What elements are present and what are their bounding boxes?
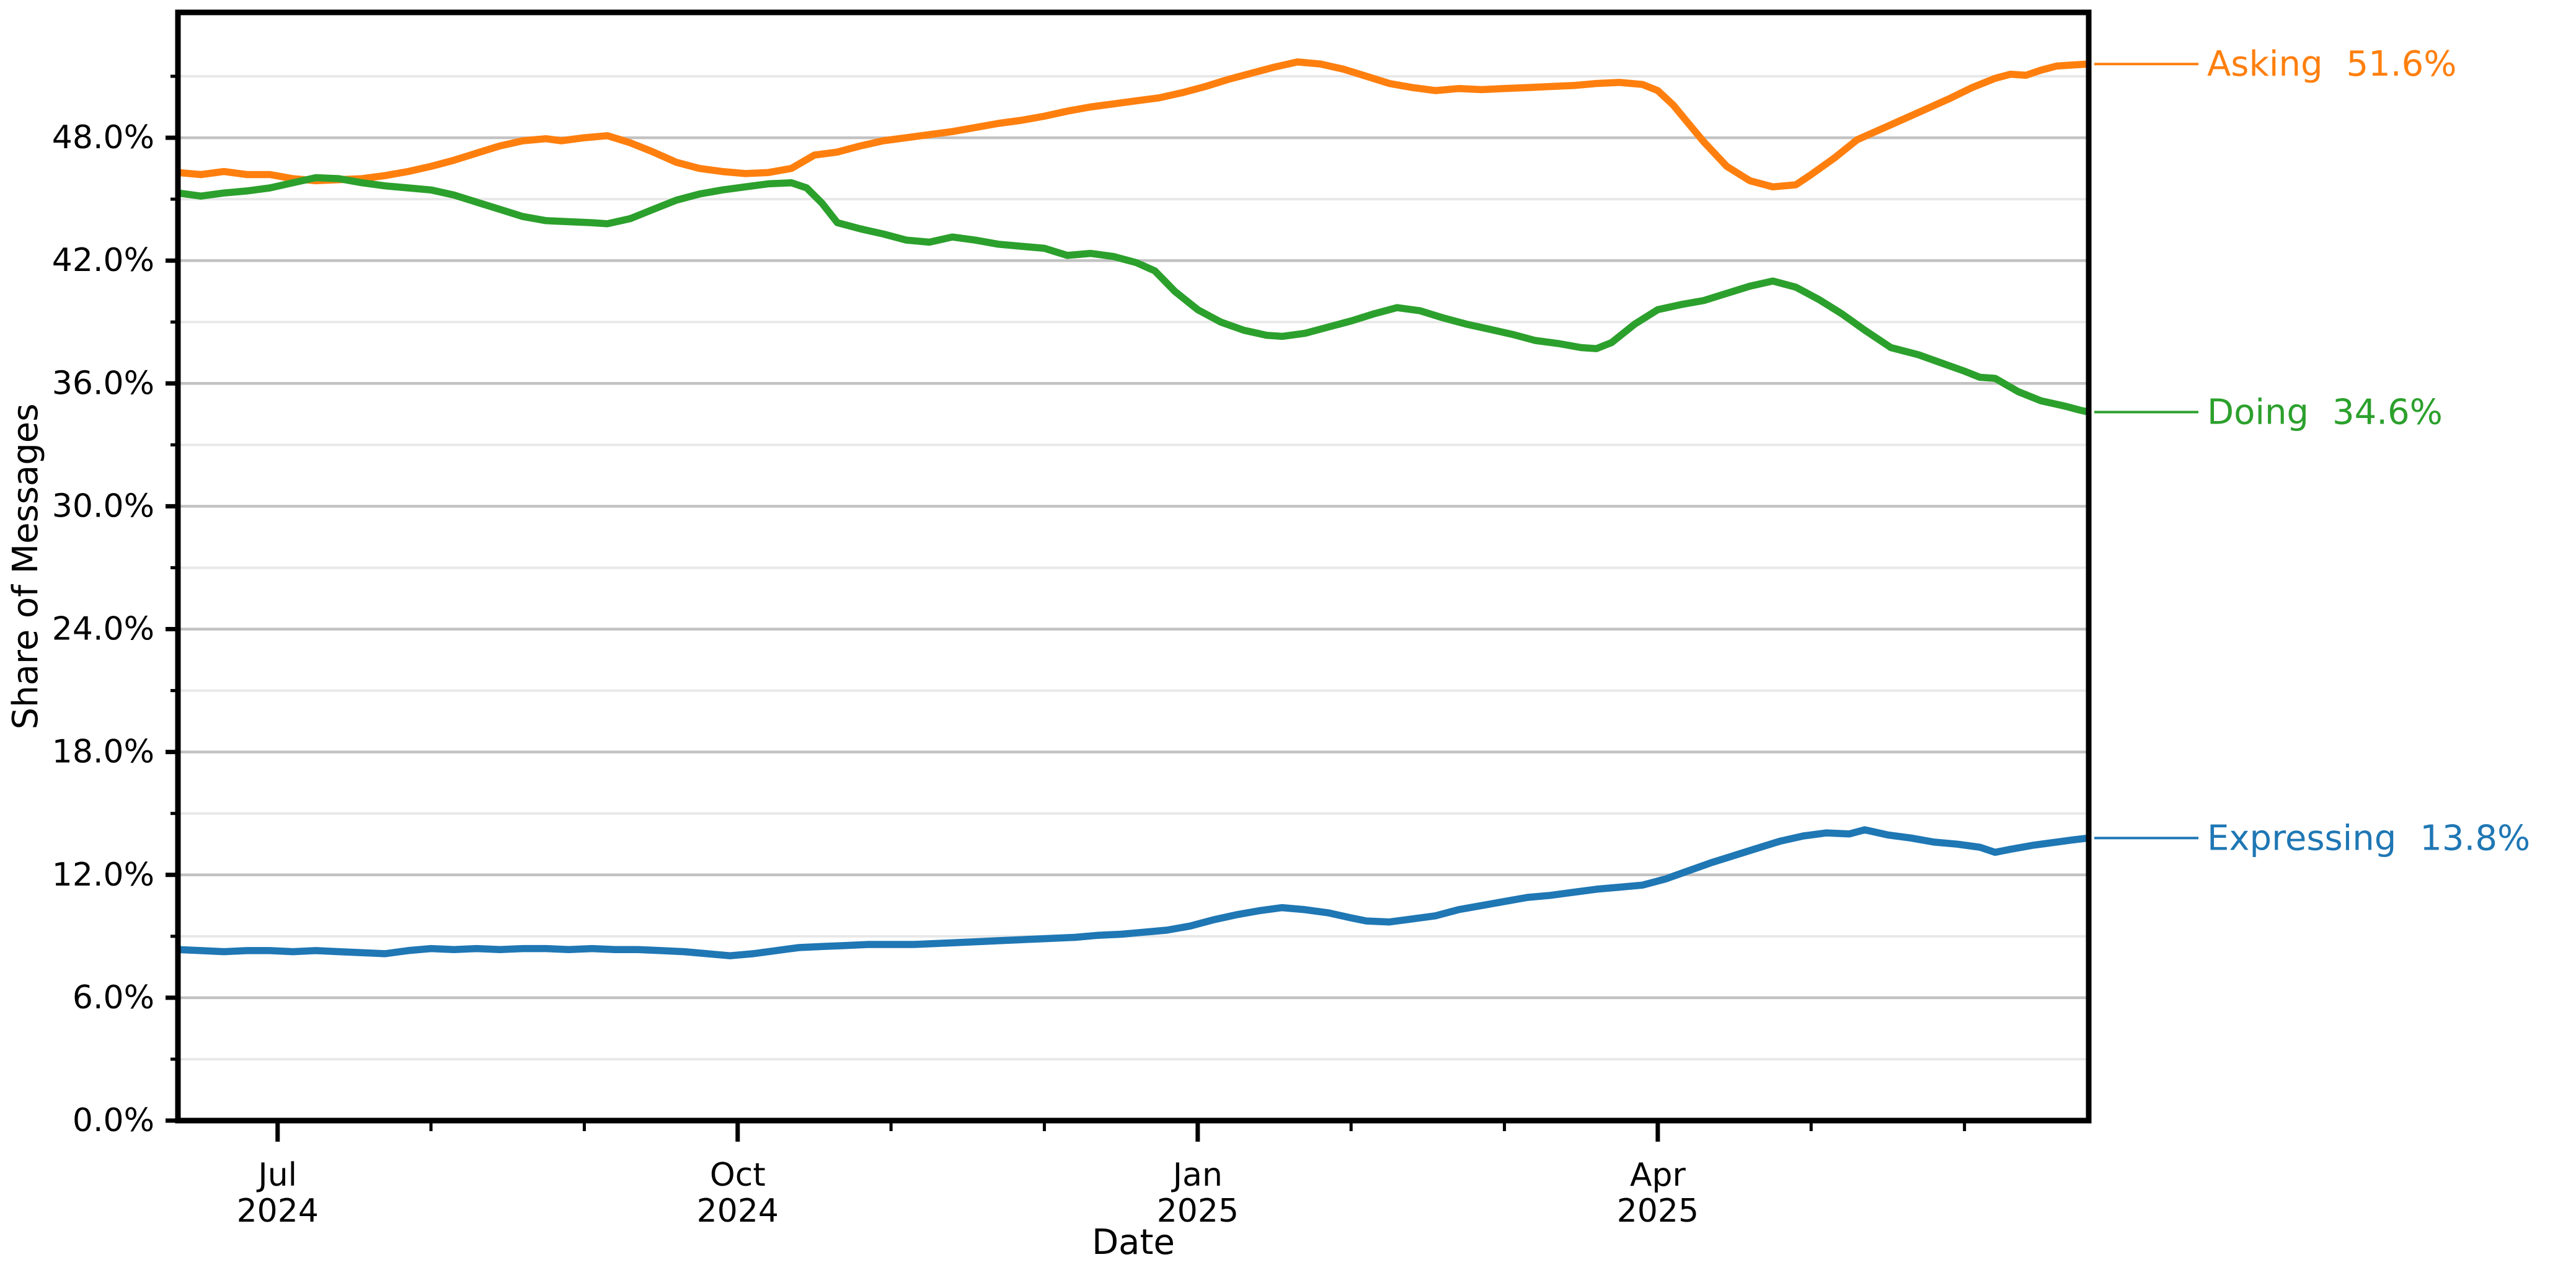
asking-line (178, 58, 2089, 191)
expressing-end-label: Expressing 13.8% (2207, 818, 2530, 858)
doing-line (178, 174, 2089, 416)
y-tick-label: 48.0% (52, 119, 154, 156)
doing-end-label: Doing 34.6% (2207, 392, 2443, 432)
x-tick-label-year: 2024 (697, 1193, 779, 1230)
x-tick-label-year: 2025 (1157, 1193, 1239, 1230)
expressing-line (178, 826, 2089, 959)
x-tick-label-month: Jan (1171, 1157, 1223, 1194)
y-tick-label: 0.0% (73, 1102, 154, 1139)
y-tick-label: 30.0% (52, 487, 154, 525)
y-tick-label: 24.0% (52, 611, 154, 648)
x-tick-label-month: Oct (710, 1157, 766, 1194)
x-tick-label-month: Jul (256, 1157, 297, 1194)
x-tick-label-year: 2024 (237, 1193, 319, 1230)
asking-end-label: Asking 51.6% (2207, 44, 2456, 84)
x-axis-title: Date (1092, 1222, 1175, 1263)
y-tick-label: 18.0% (52, 734, 154, 771)
y-tick-label: 36.0% (52, 365, 154, 402)
y-tick-label: 6.0% (73, 979, 154, 1016)
y-tick-label: 42.0% (52, 242, 154, 279)
x-tick-label-month: Apr (1630, 1157, 1686, 1194)
x-tick-label-year: 2025 (1617, 1193, 1699, 1230)
y-tick-label: 12.0% (52, 856, 154, 894)
y-axis-title: Share of Messages (6, 404, 46, 730)
